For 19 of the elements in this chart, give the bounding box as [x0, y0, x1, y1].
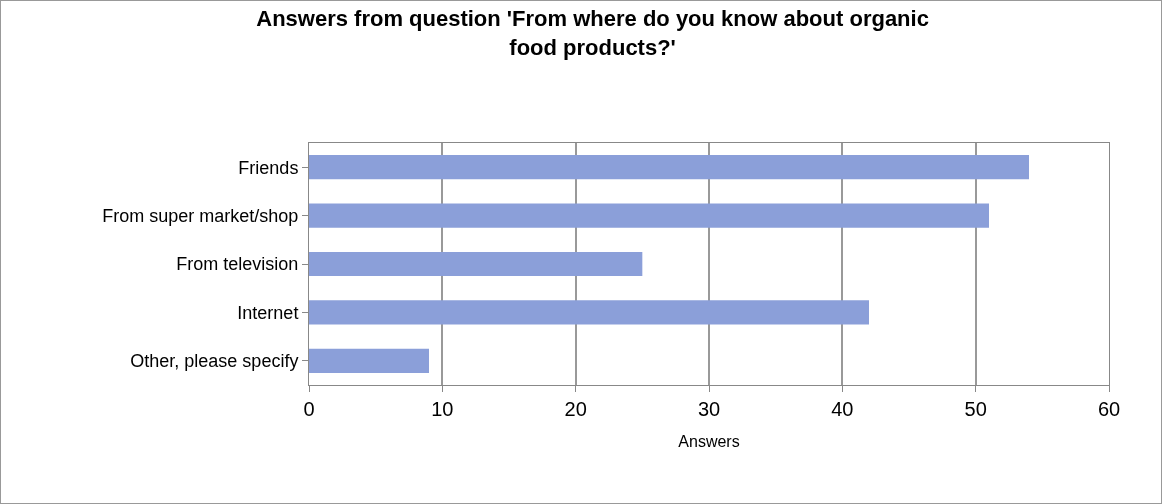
- bar: [309, 155, 1029, 180]
- bar: [309, 348, 429, 373]
- x-tick-label: 40: [831, 398, 854, 420]
- x-tick-label: 60: [1097, 398, 1121, 420]
- y-tick-label: From super market/shop: [102, 205, 299, 226]
- x-tick-label: 50: [964, 398, 987, 420]
- chart-title: Answers from question 'From where do you know about organic food products?': [256, 6, 929, 60]
- y-tick-label: Other, please specify: [130, 351, 299, 372]
- x-tick-label: 0: [303, 398, 315, 420]
- bar: [309, 203, 989, 228]
- x-axis-title: Answers: [678, 432, 740, 450]
- bar: [309, 251, 643, 277]
- y-tick-label: From television: [176, 254, 299, 275]
- bar: [309, 300, 869, 325]
- y-tick-label: Friends: [238, 157, 299, 178]
- x-tick-label: 30: [697, 398, 721, 420]
- x-tick-label: 10: [431, 398, 454, 420]
- x-tick-label: 20: [564, 398, 587, 420]
- y-tick-label: Internet: [237, 302, 299, 323]
